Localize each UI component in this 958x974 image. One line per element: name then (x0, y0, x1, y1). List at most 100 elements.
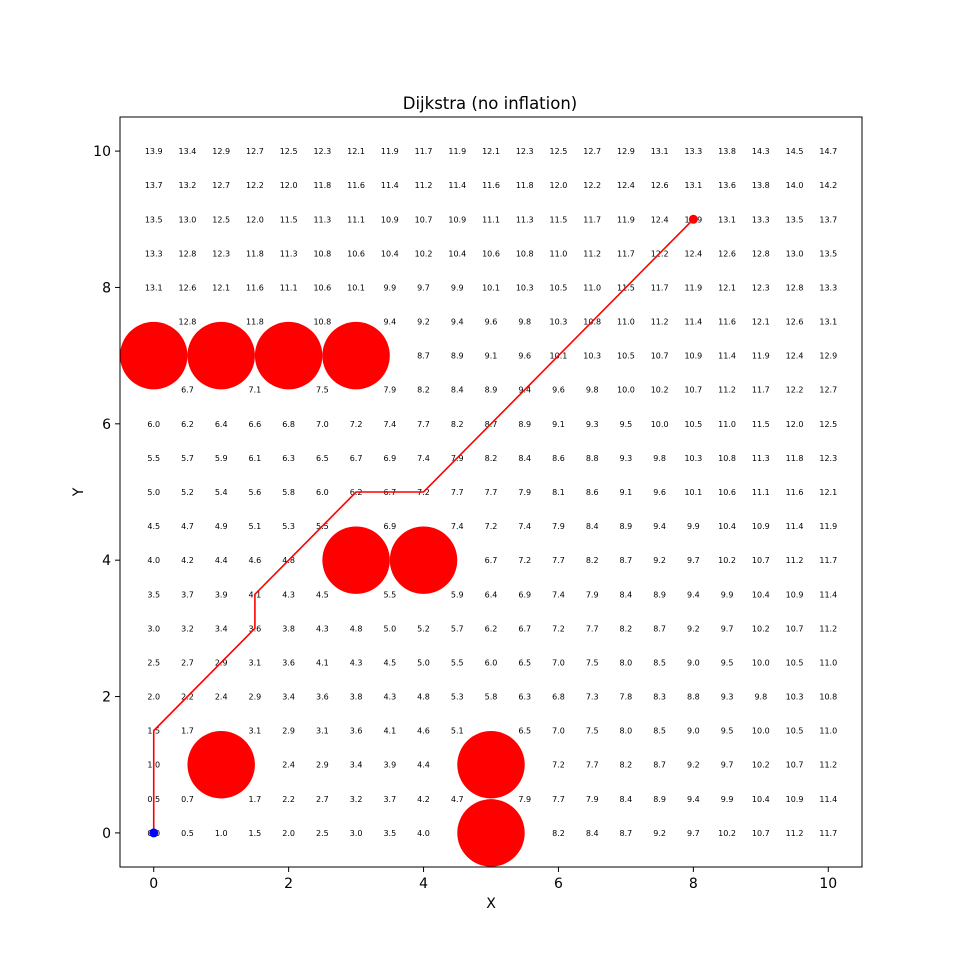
cost-label: 6.3 (282, 454, 295, 463)
cost-label: 11.5 (280, 215, 298, 224)
cost-label: 12.5 (819, 420, 837, 429)
cost-label: 3.5 (147, 590, 160, 599)
cost-label: 12.5 (550, 147, 568, 156)
cost-label: 7.2 (485, 522, 498, 531)
cost-label: 8.9 (653, 590, 666, 599)
cost-label: 12.4 (617, 181, 635, 190)
cost-label: 12.1 (718, 283, 736, 292)
cost-label: 11.7 (651, 283, 669, 292)
cost-label: 10.9 (786, 795, 804, 804)
cost-label: 9.3 (721, 693, 734, 702)
cost-label: 8.4 (620, 590, 633, 599)
cost-label: 7.7 (586, 624, 599, 633)
cost-label: 3.1 (249, 658, 262, 667)
cost-label: 8.9 (620, 522, 633, 531)
cost-label: 3.8 (350, 693, 363, 702)
cost-label: 12.7 (212, 181, 230, 190)
x-axis-label: X (486, 896, 496, 912)
cost-label: 4.0 (417, 829, 430, 838)
obstacle-circle (254, 321, 323, 390)
cost-label: 9.9 (451, 283, 464, 292)
cost-label: 4.5 (316, 590, 329, 599)
y-axis-label: Y (71, 487, 87, 497)
cost-label: 12.7 (583, 147, 601, 156)
cost-label: 8.2 (620, 624, 633, 633)
cost-label: 6.1 (249, 454, 262, 463)
cost-label: 8.7 (620, 556, 633, 565)
cost-label: 0.5 (181, 829, 194, 838)
cost-label: 4.4 (215, 556, 228, 565)
cost-label: 4.6 (249, 556, 262, 565)
cost-label: 9.9 (721, 590, 734, 599)
cost-label: 7.0 (316, 420, 329, 429)
cost-label: 10.5 (786, 727, 804, 736)
x-tick-label: 6 (554, 876, 563, 892)
cost-label: 8.2 (620, 761, 633, 770)
cost-label: 12.1 (819, 488, 837, 497)
cost-label: 13.0 (179, 215, 197, 224)
cost-label: 4.5 (147, 522, 160, 531)
cost-label: 8.7 (653, 624, 666, 633)
cost-label: 12.3 (752, 283, 770, 292)
cost-label: 5.1 (249, 522, 262, 531)
chart-title: Dijkstra (no inflation) (403, 94, 577, 113)
cost-label: 9.0 (687, 658, 700, 667)
cost-label: 9.3 (586, 420, 599, 429)
cost-label: 8.2 (485, 454, 498, 463)
cost-label: 6.7 (350, 454, 363, 463)
obstacles (120, 321, 525, 867)
cost-label: 11.6 (246, 283, 264, 292)
obstacle-circle (187, 731, 255, 799)
x-axis-ticks: 0 2 4 6 8 10 (149, 867, 837, 892)
cost-label: 10.9 (684, 352, 702, 361)
cost-label: 11.1 (347, 215, 365, 224)
cost-label: 9.6 (518, 352, 531, 361)
cost-label: 6.5 (316, 454, 329, 463)
cost-label: 12.1 (482, 147, 500, 156)
cost-label: 12.8 (179, 318, 197, 327)
cost-label: 12.1 (212, 283, 230, 292)
cost-label: 10.9 (448, 215, 466, 224)
cost-label: 11.0 (617, 318, 635, 327)
cost-label: 1.5 (249, 829, 262, 838)
cost-label: 9.8 (518, 318, 531, 327)
cost-label: 7.5 (586, 658, 599, 667)
cost-label: 12.2 (246, 181, 264, 190)
cost-label: 11.0 (819, 658, 837, 667)
cost-label: 9.8 (586, 386, 599, 395)
cost-label: 10.7 (415, 215, 433, 224)
cost-label: 14.7 (819, 147, 837, 156)
cost-label: 4.8 (417, 693, 430, 702)
obstacle-circle (389, 526, 458, 594)
cost-label: 10.6 (718, 488, 736, 497)
cost-label: 11.2 (415, 181, 433, 190)
cost-label: 5.1 (451, 727, 464, 736)
cost-label: 11.6 (347, 181, 365, 190)
cost-label: 11.4 (448, 181, 466, 190)
cost-label: 11.0 (550, 249, 568, 258)
cost-label: 12.9 (212, 147, 230, 156)
cost-label: 13.3 (684, 147, 702, 156)
cost-label: 5.2 (417, 624, 430, 633)
cost-label: 6.9 (383, 454, 396, 463)
cost-label: 9.2 (687, 624, 700, 633)
cost-label: 12.5 (280, 147, 298, 156)
cost-label: 9.4 (451, 318, 464, 327)
cost-label: 2.4 (282, 761, 295, 770)
cost-label: 4.5 (383, 658, 396, 667)
y-tick-label: 4 (102, 553, 111, 569)
cost-label: 13.1 (651, 147, 669, 156)
cost-label: 11.0 (583, 283, 601, 292)
cost-label: 9.1 (620, 488, 633, 497)
cost-label: 11.8 (246, 318, 264, 327)
obstacle-circle (457, 799, 525, 867)
cost-label: 5.7 (181, 454, 194, 463)
cost-label: 13.1 (684, 181, 702, 190)
cost-label: 12.8 (179, 249, 197, 258)
cost-label: 9.4 (687, 590, 700, 599)
cost-label: 7.1 (249, 386, 262, 395)
cost-label: 5.3 (451, 693, 464, 702)
cost-label: 9.2 (417, 318, 430, 327)
cost-label: 2.9 (249, 693, 262, 702)
cost-label: 10.7 (752, 829, 770, 838)
